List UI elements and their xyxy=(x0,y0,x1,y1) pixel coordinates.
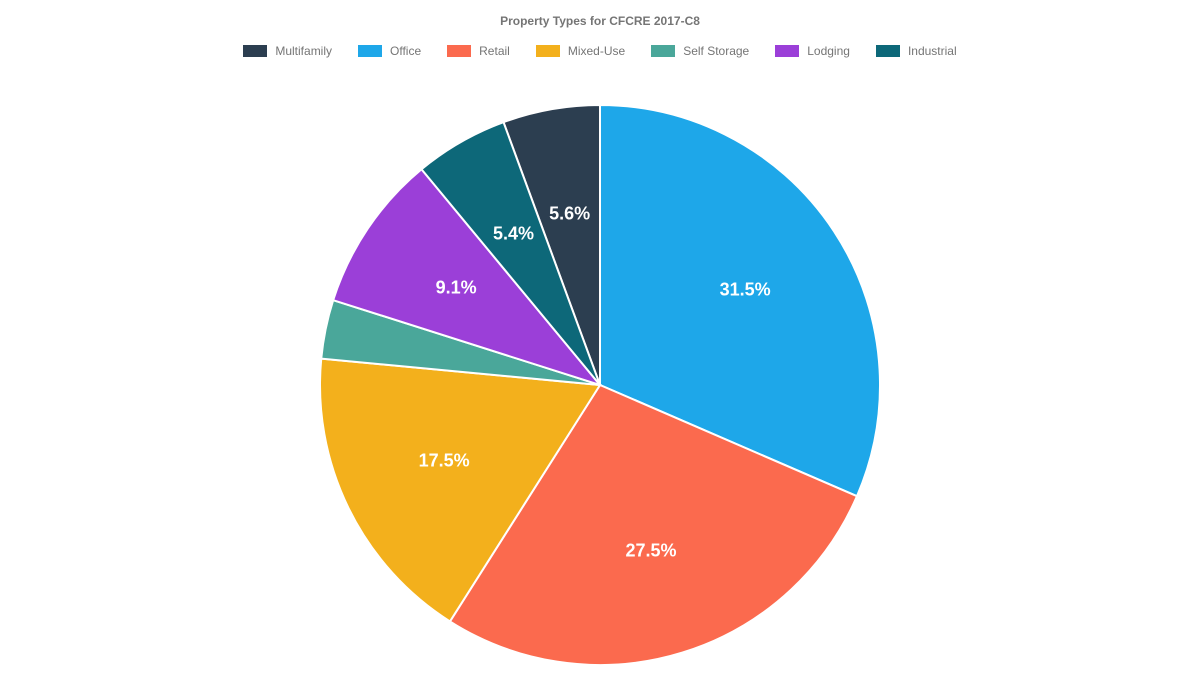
legend-label: Industrial xyxy=(908,44,957,58)
slice-label: 17.5% xyxy=(419,451,470,472)
legend-swatch xyxy=(536,45,560,57)
legend-item[interactable]: Office xyxy=(358,44,421,58)
pie-chart: 5.6% 31.5% 27.5% 17.5% 9.1% 5.4% xyxy=(320,105,880,665)
legend-item[interactable]: Retail xyxy=(447,44,510,58)
legend-label: Multifamily xyxy=(275,44,332,58)
chart-area: 5.6% 31.5% 27.5% 17.5% 9.1% 5.4% xyxy=(0,70,1200,700)
legend-label: Retail xyxy=(479,44,510,58)
legend-label: Self Storage xyxy=(683,44,749,58)
legend-swatch xyxy=(243,45,267,57)
legend-item[interactable]: Mixed-Use xyxy=(536,44,625,58)
legend-label: Office xyxy=(390,44,421,58)
legend-item[interactable]: Self Storage xyxy=(651,44,749,58)
chart-title: Property Types for CFCRE 2017-C8 xyxy=(0,0,1200,28)
legend-swatch xyxy=(358,45,382,57)
legend-swatch xyxy=(775,45,799,57)
legend-swatch xyxy=(876,45,900,57)
legend-item[interactable]: Lodging xyxy=(775,44,850,58)
slice-label: 27.5% xyxy=(626,540,677,561)
pie-svg xyxy=(320,105,880,665)
slice-label: 5.6% xyxy=(549,204,590,225)
legend-item[interactable]: Industrial xyxy=(876,44,957,58)
legend-swatch xyxy=(651,45,675,57)
legend: Multifamily Office Retail Mixed-Use Self Sto… xyxy=(0,44,1200,58)
legend-item[interactable]: Multifamily xyxy=(243,44,332,58)
slice-label: 9.1% xyxy=(436,277,477,298)
legend-label: Lodging xyxy=(807,44,850,58)
legend-label: Mixed-Use xyxy=(568,44,625,58)
legend-swatch xyxy=(447,45,471,57)
slice-label: 5.4% xyxy=(493,224,534,245)
slice-label: 31.5% xyxy=(720,279,771,300)
